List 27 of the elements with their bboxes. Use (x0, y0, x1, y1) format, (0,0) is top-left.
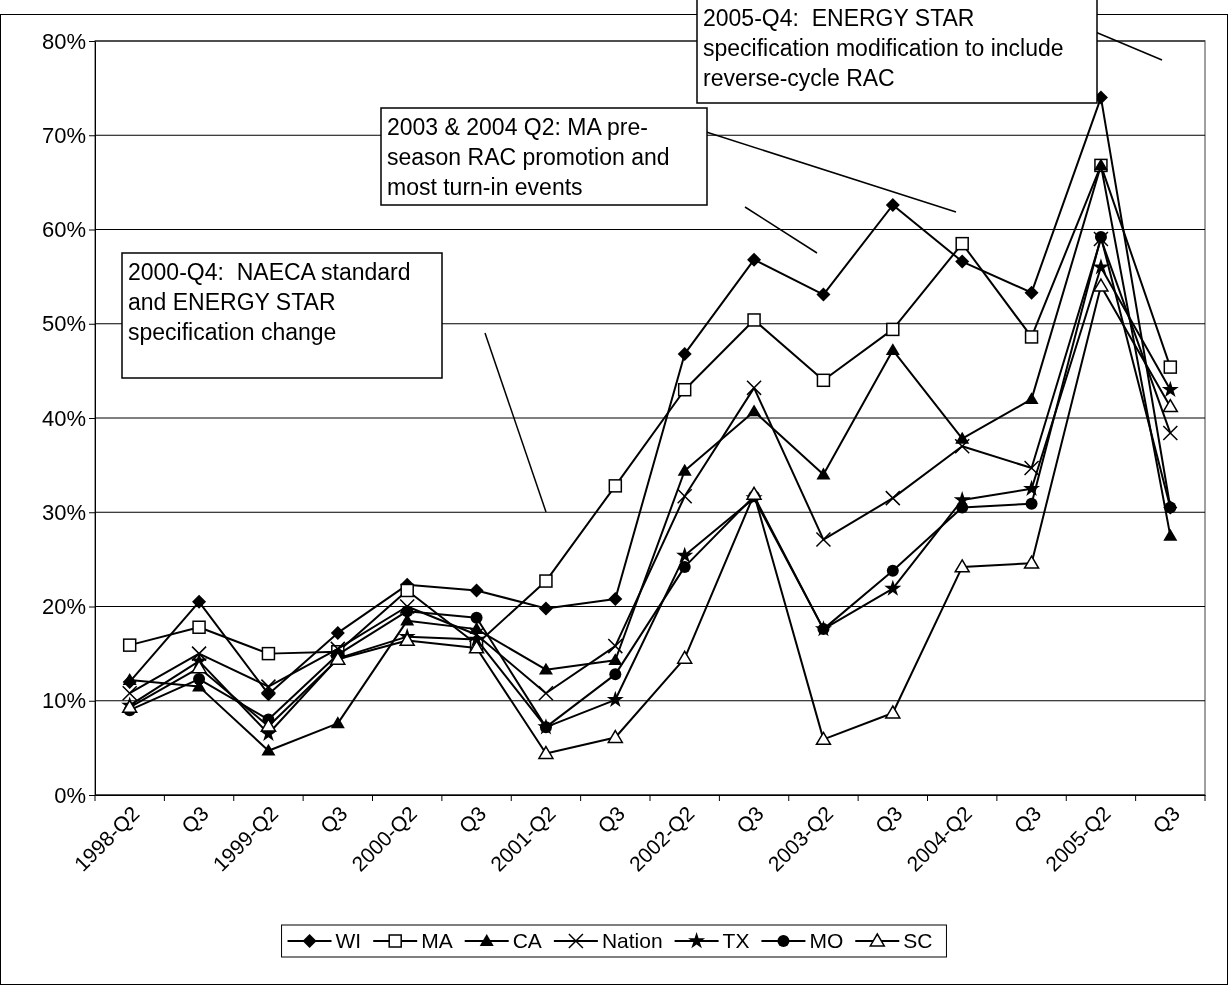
x-tick-label: Q3 (1148, 801, 1185, 838)
y-tick-label: 30% (41, 499, 86, 525)
y-tick-label: 60% (41, 217, 86, 243)
y-tick-label: 40% (41, 405, 86, 431)
legend-label: MO (809, 929, 844, 952)
y-tick-label: 0% (54, 782, 86, 808)
annotation: 2003 & 2004 Q2: MA pre-season RAC promotion and most turn-in events (387, 114, 670, 200)
y-tick-label: 70% (41, 122, 86, 148)
legend-label: SC (903, 929, 933, 952)
y-tick-label: 10% (41, 688, 86, 714)
legend-label: CA (512, 929, 542, 952)
legend-label: MA (421, 929, 453, 952)
x-tick-label: Q3 (731, 801, 768, 838)
y-tick-label: 80% (41, 28, 86, 54)
x-tick-label: Q3 (454, 801, 491, 838)
x-tick-label: Q3 (870, 801, 907, 838)
annotation: 2005-Q4: ENERGY STAR specification modification to include reverse-cycle RAC (703, 5, 1064, 91)
y-tick-label: 20% (41, 594, 86, 620)
x-tick-label: Q3 (1009, 801, 1046, 838)
legend-label: Nation (601, 929, 663, 952)
legend-label: TX (722, 929, 750, 952)
annotation: 2000-Q4: NAECA standard and ENERGY STAR specification change (128, 259, 411, 345)
x-tick-label: Q3 (176, 801, 213, 838)
legend-label: WI (335, 929, 362, 952)
y-tick-label: 50% (41, 311, 86, 337)
x-tick-label: Q3 (315, 801, 352, 838)
x-tick-label: Q3 (593, 801, 630, 838)
